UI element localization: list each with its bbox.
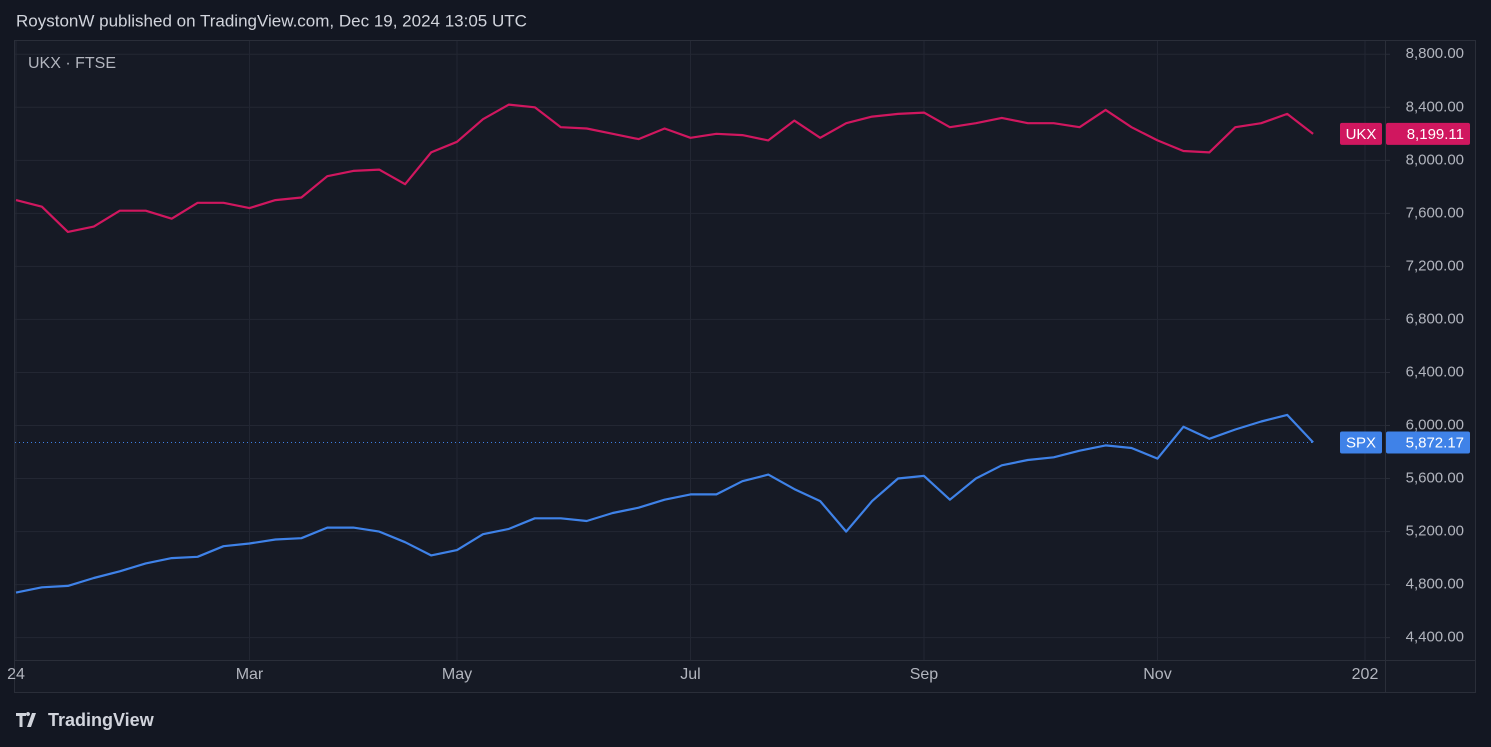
name-tag-text: SPX bbox=[1346, 434, 1376, 451]
name-tag bbox=[1340, 431, 1382, 454]
name-tag bbox=[1340, 122, 1382, 145]
price-tag-text: 5,872.17 bbox=[1406, 434, 1464, 451]
x-tick-label: May bbox=[442, 666, 472, 683]
x-tick-label: Jul bbox=[680, 666, 700, 683]
series-line bbox=[15, 413, 1314, 594]
logo-icon bbox=[16, 712, 36, 727]
price-tag bbox=[1386, 431, 1470, 454]
y-tick-label: 7,600.00 bbox=[1406, 204, 1464, 221]
y-tick-label: 8,000.00 bbox=[1406, 151, 1464, 168]
series-line bbox=[15, 103, 1314, 233]
footer-brand: TradingView bbox=[48, 710, 155, 730]
chart-title: UKX · FTSE bbox=[28, 55, 116, 72]
y-tick-label: 5,200.00 bbox=[1406, 523, 1464, 540]
chart-pane bbox=[14, 40, 1476, 693]
y-tick-label: 5,600.00 bbox=[1406, 470, 1464, 487]
x-tick-label: Nov bbox=[1143, 666, 1171, 683]
x-tick-label: 24 bbox=[7, 666, 25, 683]
y-tick-label: 6,800.00 bbox=[1406, 310, 1464, 327]
x-tick-label: Sep bbox=[910, 666, 939, 683]
name-tag-text: UKX bbox=[1346, 126, 1377, 143]
y-tick-label: 7,200.00 bbox=[1406, 257, 1464, 274]
y-tick-label: 6,400.00 bbox=[1406, 363, 1464, 380]
y-tick-label: 4,400.00 bbox=[1406, 629, 1464, 646]
price-tag bbox=[1386, 122, 1470, 145]
header-text: RoystonW published on TradingView.com, D… bbox=[16, 11, 527, 30]
y-tick-label: 8,800.00 bbox=[1406, 45, 1464, 62]
y-tick-label: 6,000.00 bbox=[1406, 416, 1464, 433]
footer-logo bbox=[16, 712, 36, 727]
y-tick-label: 4,800.00 bbox=[1406, 576, 1464, 593]
x-tick-label: Mar bbox=[236, 666, 264, 683]
y-tick-label: 8,400.00 bbox=[1406, 98, 1464, 115]
x-tick-label: 202 bbox=[1352, 666, 1379, 683]
price-tag-text: 8,199.11 bbox=[1407, 126, 1464, 143]
